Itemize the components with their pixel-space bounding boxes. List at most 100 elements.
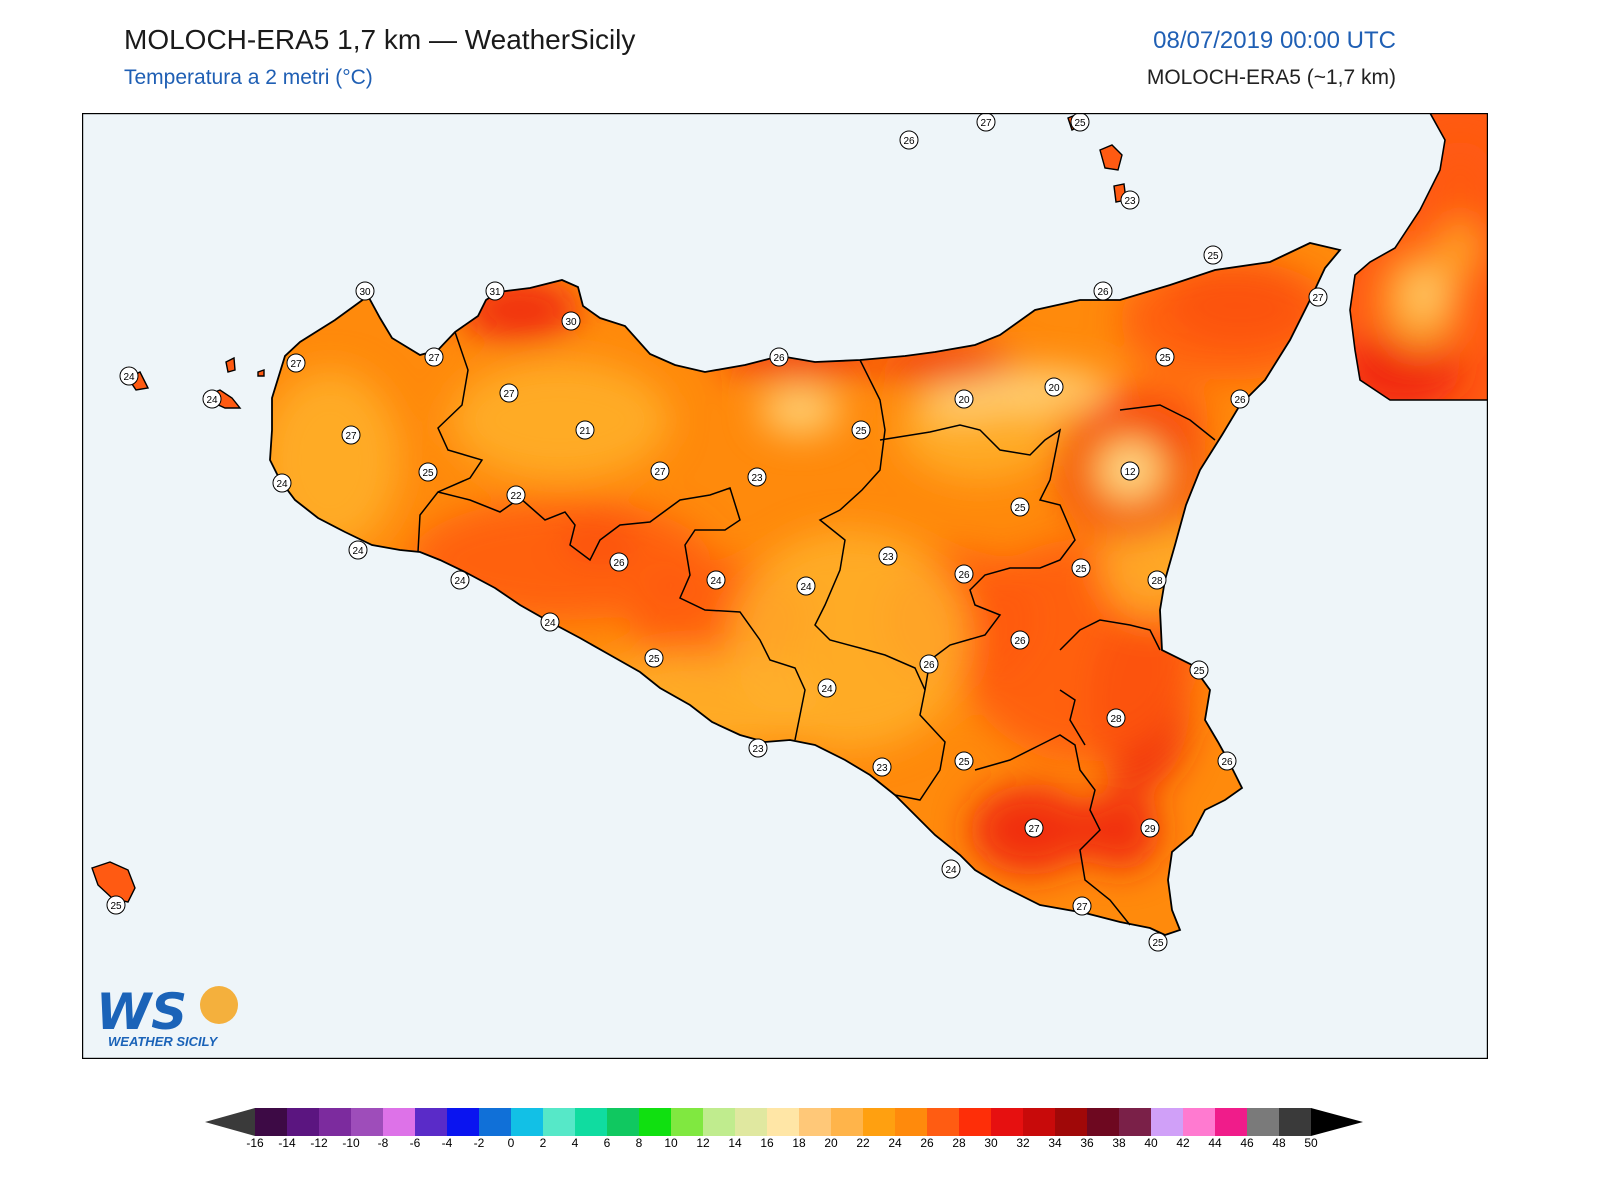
station-value: 25 <box>1014 503 1026 514</box>
colorbar-swatch <box>1279 1108 1311 1136</box>
colorbar-swatch <box>1183 1108 1215 1136</box>
station-value: 24 <box>206 395 218 406</box>
colorbar-swatch <box>991 1108 1023 1136</box>
station-value: 26 <box>958 570 970 581</box>
colorbar-tick-label: 20 <box>824 1136 838 1148</box>
station-value: 26 <box>1221 757 1233 768</box>
station-marker: 25 <box>1071 558 1091 578</box>
station-marker: 20 <box>954 389 974 409</box>
station-marker: 23 <box>872 757 892 777</box>
colorbar-tick-label: -6 <box>410 1136 421 1148</box>
colorbar-swatch <box>415 1108 447 1136</box>
station-value: 31 <box>489 287 501 298</box>
colorbar-tick-label: 16 <box>760 1136 774 1148</box>
colorbar-tick-label: -8 <box>378 1136 389 1148</box>
colorbar-swatch <box>735 1108 767 1136</box>
colorbar-tick-label: -10 <box>342 1136 360 1148</box>
colorbar-tick-label: 32 <box>1016 1136 1030 1148</box>
station-marker: 28 <box>1106 708 1126 728</box>
station-marker: 24 <box>540 612 560 632</box>
colorbar-tick-label: 44 <box>1208 1136 1222 1148</box>
station-marker: 24 <box>817 678 837 698</box>
station-marker: 26 <box>609 552 629 572</box>
station-value: 25 <box>855 426 867 437</box>
station-value: 20 <box>1048 383 1060 394</box>
colorbar-tick-label: 18 <box>792 1136 806 1148</box>
colorbar-high-arrow <box>1311 1108 1363 1136</box>
logo-sun-icon <box>200 986 238 1024</box>
logo-name: WEATHER SICILY <box>108 1034 219 1049</box>
station-marker: 29 <box>1140 818 1160 838</box>
station-value: 25 <box>1207 251 1219 262</box>
station-marker: 30 <box>561 311 581 331</box>
colorbar-low-arrow <box>205 1108 255 1136</box>
colorbar-tick-label: -12 <box>310 1136 328 1148</box>
station-marker: 25 <box>1203 245 1223 265</box>
station-marker: 23 <box>1120 190 1140 210</box>
station-value: 27 <box>980 118 992 129</box>
station-marker: 25 <box>1010 497 1030 517</box>
station-value: 25 <box>958 757 970 768</box>
station-value: 25 <box>1159 353 1171 364</box>
colorbar-swatch <box>287 1108 319 1136</box>
station-marker: 27 <box>341 425 361 445</box>
station-marker: 26 <box>1230 389 1250 409</box>
map-title: MOLOCH-ERA5 1,7 km — WeatherSicily <box>124 24 636 55</box>
station-value: 26 <box>1097 287 1109 298</box>
map-subtitle: Temperatura a 2 metri (°C) <box>124 66 373 89</box>
station-marker: 25 <box>1189 660 1209 680</box>
colorbar-swatch <box>383 1108 415 1136</box>
colorbar-tick-label: 22 <box>856 1136 870 1148</box>
station-value: 25 <box>1193 666 1205 677</box>
station-value: 23 <box>876 763 888 774</box>
colorbar-swatch <box>1087 1108 1119 1136</box>
station-value: 24 <box>821 684 833 695</box>
colorbar-swatch <box>927 1108 959 1136</box>
station-value: 30 <box>565 317 577 328</box>
model-label: MOLOCH-ERA5 (~1,7 km) <box>1146 66 1396 89</box>
station-marker: 26 <box>1217 751 1237 771</box>
colorbar-tick-label: 50 <box>1304 1136 1318 1148</box>
colorbar-swatch <box>703 1108 735 1136</box>
colorbar-tick-label: 34 <box>1048 1136 1062 1148</box>
station-value: 27 <box>503 389 515 400</box>
station-marker: 25 <box>106 895 126 915</box>
colorbar-swatch <box>831 1108 863 1136</box>
station-marker: 31 <box>485 281 505 301</box>
station-marker: 30 <box>355 281 375 301</box>
station-value: 21 <box>579 426 591 437</box>
station-value: 25 <box>1152 938 1164 949</box>
station-marker: 26 <box>899 130 919 150</box>
colorbar-swatch <box>1215 1108 1247 1136</box>
colorbar-swatch <box>511 1108 543 1136</box>
station-value: 24 <box>544 618 556 629</box>
colorbar-swatch <box>1119 1108 1151 1136</box>
station-marker: 25 <box>644 648 664 668</box>
colorbar-tick-label: 6 <box>604 1136 611 1148</box>
station-marker: 24 <box>119 366 139 386</box>
station-value: 24 <box>454 576 466 587</box>
station-marker: 23 <box>747 467 767 487</box>
station-marker: 27 <box>976 113 996 132</box>
colorbar-swatch <box>639 1108 671 1136</box>
station-value: 27 <box>428 353 440 364</box>
station-marker: 26 <box>919 654 939 674</box>
station-value: 25 <box>1074 118 1086 129</box>
weathersicily-logo: WS WEATHER SICILY <box>96 985 238 1049</box>
temperature-colorbar: -16 -14 -12 -10 -8 -6 -4 -2 0 2 4 6 8 10 12 14 16 18 20 22 2… <box>205 1108 1363 1148</box>
station-marker: 24 <box>202 389 222 409</box>
station-value: 25 <box>648 654 660 665</box>
station-marker: 27 <box>1024 818 1044 838</box>
station-value: 24 <box>800 582 812 593</box>
colorbar-tick-label: -14 <box>278 1136 296 1148</box>
station-value: 27 <box>345 431 357 442</box>
colorbar-tick-label: -4 <box>442 1136 453 1148</box>
station-value: 26 <box>923 660 935 671</box>
colorbar-tick-label: 30 <box>984 1136 998 1148</box>
station-value: 24 <box>352 546 364 557</box>
colorbar-tick-label: 14 <box>728 1136 742 1148</box>
colorbar-swatch <box>479 1108 511 1136</box>
station-value: 27 <box>1028 824 1040 835</box>
station-marker: 23 <box>878 546 898 566</box>
colorbar-swatch <box>863 1108 895 1136</box>
